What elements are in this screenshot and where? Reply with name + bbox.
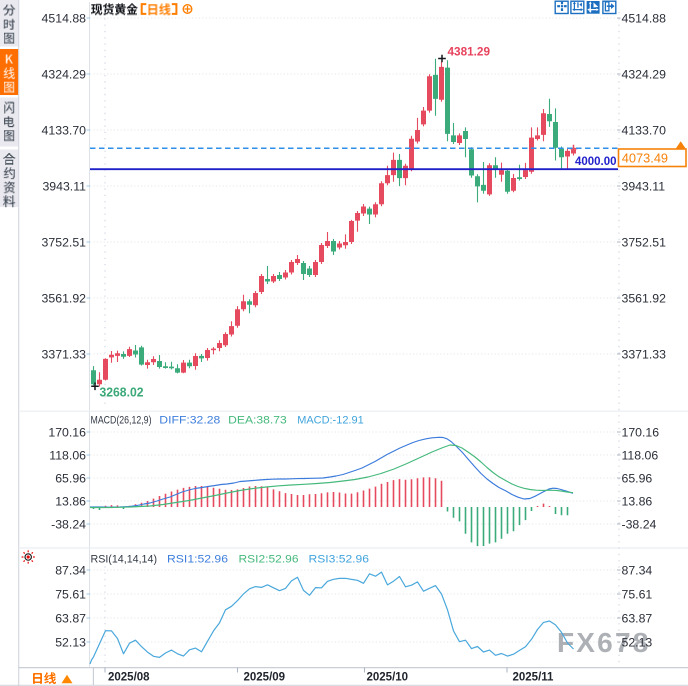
svg-text:75.61: 75.61 (55, 588, 86, 602)
svg-text:170.16: 170.16 (48, 426, 86, 440)
svg-text:4324.29: 4324.29 (42, 68, 87, 82)
svg-text:2025/08: 2025/08 (108, 672, 150, 684)
svg-text:RSI2:52.96: RSI2:52.96 (239, 554, 299, 566)
svg-text:3752.51: 3752.51 (622, 236, 667, 250)
svg-text:170.16: 170.16 (622, 426, 660, 440)
svg-text:87.34: 87.34 (622, 564, 653, 578)
svg-text:87.34: 87.34 (55, 564, 86, 578)
svg-text:3561.92: 3561.92 (622, 292, 667, 306)
svg-text:118.06: 118.06 (622, 449, 659, 463)
svg-text:118.06: 118.06 (49, 449, 86, 463)
svg-text:4324.29: 4324.29 (622, 68, 667, 82)
svg-text:65.96: 65.96 (622, 472, 653, 486)
svg-text:DIFF:32.28: DIFF:32.28 (159, 415, 220, 427)
svg-text:MACD(26,12,9): MACD(26,12,9) (91, 415, 152, 427)
svg-text:63.87: 63.87 (622, 612, 653, 626)
svg-text:13.86: 13.86 (622, 495, 653, 509)
svg-text:3752.51: 3752.51 (42, 236, 87, 250)
svg-text:-38.24: -38.24 (622, 518, 657, 532)
svg-text:4514.88: 4514.88 (622, 12, 667, 26)
svg-text:-38.24: -38.24 (51, 518, 86, 532)
svg-text:4381.29: 4381.29 (448, 45, 491, 59)
svg-text:63.87: 63.87 (55, 612, 86, 626)
svg-text:3943.11: 3943.11 (42, 180, 86, 194)
svg-text:4000.00: 4000.00 (575, 154, 617, 168)
svg-text:3371.33: 3371.33 (622, 348, 667, 362)
svg-text:4514.88: 4514.88 (42, 12, 87, 26)
svg-text:DEA:38.73: DEA:38.73 (228, 415, 286, 427)
svg-text:52.13: 52.13 (622, 636, 653, 650)
svg-text:RSI(14,14,14): RSI(14,14,14) (91, 554, 158, 566)
svg-text:RSI3:52.96: RSI3:52.96 (309, 554, 370, 566)
svg-text:75.61: 75.61 (622, 588, 653, 602)
svg-text:4073.49: 4073.49 (622, 150, 668, 165)
svg-text:3268.02: 3268.02 (100, 386, 144, 400)
svg-text:4133.70: 4133.70 (42, 124, 87, 138)
svg-text:2025/10: 2025/10 (367, 672, 409, 684)
svg-text:52.13: 52.13 (55, 636, 86, 650)
svg-text:4133.70: 4133.70 (622, 124, 667, 138)
svg-text:FX678: FX678 (557, 627, 651, 658)
svg-text:2025/11: 2025/11 (513, 672, 555, 684)
svg-text:2025/09: 2025/09 (244, 672, 286, 684)
svg-text:3371.33: 3371.33 (42, 348, 87, 362)
svg-text:MACD:-12.91: MACD:-12.91 (297, 415, 364, 427)
svg-text:13.86: 13.86 (55, 495, 86, 509)
svg-text:3943.11: 3943.11 (622, 180, 666, 194)
svg-text:3561.92: 3561.92 (42, 292, 87, 306)
svg-text:65.96: 65.96 (55, 472, 86, 486)
svg-text:RSI1:52.96: RSI1:52.96 (167, 554, 228, 566)
